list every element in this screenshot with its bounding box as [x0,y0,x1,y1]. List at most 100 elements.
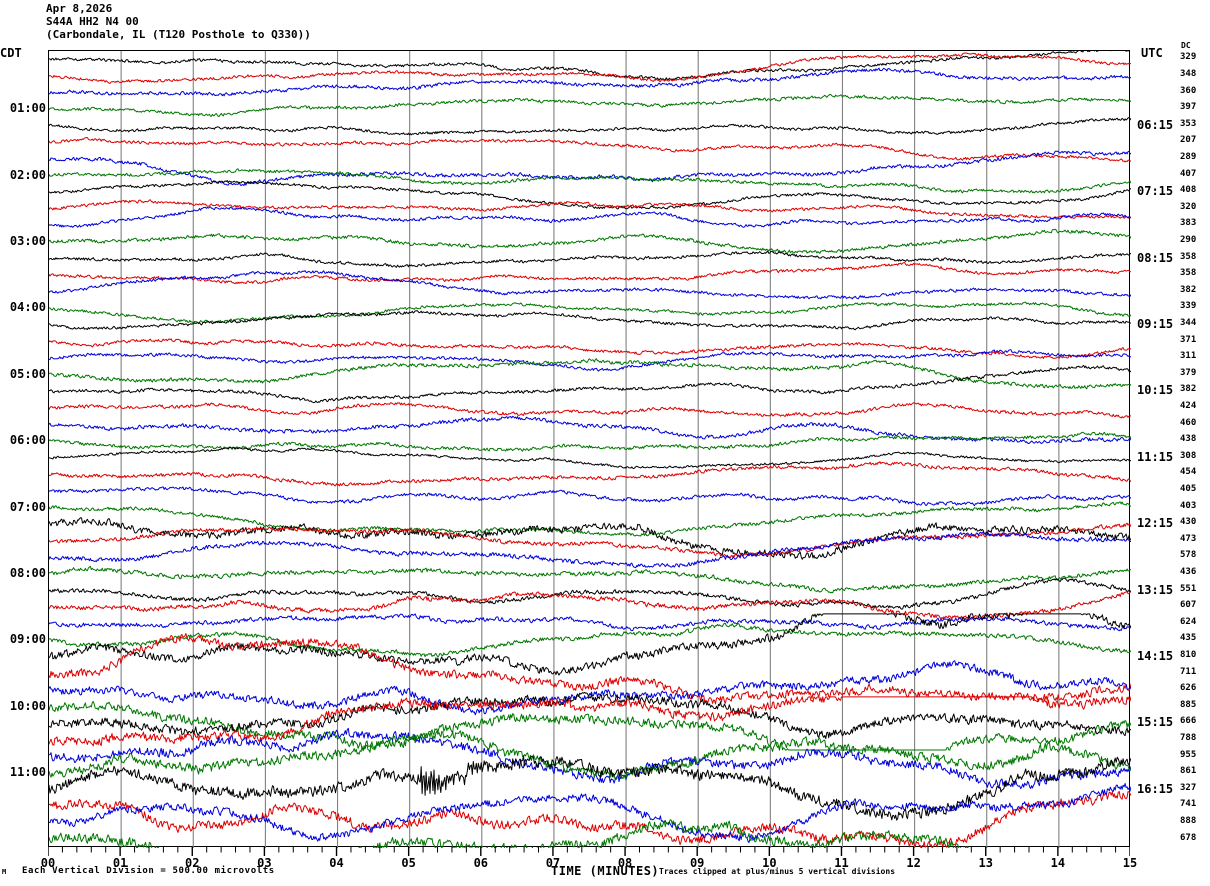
dc-value: 407 [1180,168,1197,179]
utc-hour-label: 09:15 [1137,316,1174,331]
x-axis-title: TIME (MINUTES) [551,864,660,878]
dc-value: 435 [1180,633,1197,644]
dc-value: 290 [1180,234,1197,245]
dc-value: 678 [1180,832,1197,843]
dc-value: 888 [1180,816,1197,827]
clipping-note: Traces clipped at plus/minus 5 vertical … [659,867,896,876]
dc-value: 788 [1180,733,1197,744]
dc-value: 885 [1180,699,1197,710]
dc-value: 438 [1180,434,1197,445]
dc-value: 403 [1180,500,1197,511]
dc-value: 344 [1180,317,1197,328]
cdt-hour-label: 10:00 [9,698,46,713]
x-tick-label: 14 [1050,856,1066,870]
x-tick-label: 06 [473,856,489,870]
x-tick-label: 11 [834,856,849,870]
dc-value: 289 [1180,151,1197,162]
utc-hour-label: 10:15 [1137,383,1174,398]
dc-value: 626 [1180,683,1197,694]
cdt-hour-label: 02:00 [9,167,46,182]
dc-value: 397 [1180,102,1197,113]
utc-hour-label: 13:15 [1137,582,1174,597]
scale-marker-label: M [2,868,7,876]
utc-hour-label: 06:15 [1137,117,1174,132]
dc-value: 430 [1180,517,1197,528]
utc-hour-label: 16:15 [1137,781,1174,796]
x-tick-label: 07 [545,856,561,870]
dc-column-header: DC [1181,41,1191,50]
cdt-hour-label: 07:00 [9,499,46,514]
cdt-hour-label: 06:00 [9,433,46,448]
seismogram-traces [49,51,1131,848]
x-tick-label: 02 [185,856,200,870]
x-axis-ticks [48,847,1130,856]
dc-value: 207 [1180,135,1197,146]
cdt-hour-labels: 01:00 02:00 03:00 04:00 05:00 06:00 07:00 08:00… [0,0,46,886]
x-tick-label: 00 [40,856,56,870]
dc-value: 454 [1180,467,1197,478]
utc-hour-labels: 06:15 07:15 08:15 09:15 10:15 11:15 12:15 13:15… [1137,0,1179,886]
dc-value: 741 [1180,799,1197,810]
header-station: S44A HH2 N4 00 [46,15,139,28]
x-tick-label: 05 [401,856,416,870]
header-location: (Carbondale, IL (T120 Posthole to Q330)) [46,28,311,41]
dc-value: 360 [1180,85,1197,96]
dc-value: 607 [1180,600,1197,611]
dc-value: 308 [1180,450,1197,461]
utc-hour-label: 14:15 [1137,649,1174,664]
dc-value: 339 [1180,301,1197,312]
dc-value: 382 [1180,384,1197,395]
x-tick-label: 01 [112,856,128,870]
dc-value: 327 [1180,782,1197,793]
dc-value: 666 [1180,716,1197,727]
cdt-axis-label: CDT [0,46,22,60]
dc-value: 358 [1180,251,1197,262]
dc-value: 436 [1180,567,1197,578]
x-tick-label: 15 [1122,856,1138,870]
dc-value: 405 [1180,484,1197,494]
cdt-hour-label: 04:00 [9,300,46,315]
x-tick-label: 09 [689,856,705,870]
x-tick-label: 03 [257,856,272,870]
utc-hour-label: 12:15 [1137,516,1174,531]
dc-value: 624 [1180,616,1197,627]
dc-value: 383 [1180,218,1197,229]
dc-value: 348 [1180,68,1197,79]
dc-value: 955 [1180,749,1197,760]
cdt-hour-label: 11:00 [9,765,46,780]
dc-value: 311 [1180,351,1197,362]
utc-hour-label: 07:15 [1137,184,1174,199]
x-tick-label: 10 [762,856,777,870]
seismogram-plot[interactable] [48,50,1131,848]
x-tick-label: 04 [329,856,344,870]
dc-value: 353 [1180,118,1197,129]
dc-value-column: 329 348 360 397 353 207 289 407 408 320 383 290 358 3… [1180,0,1210,886]
x-tick-label: 13 [978,856,993,870]
cdt-hour-label: 08:00 [9,566,46,581]
dc-value: 460 [1180,417,1197,428]
vertical-division-note: Each Vertical Division = 500.00 microvol… [22,866,275,876]
x-tick-label: 12 [906,856,921,870]
x-tick-label: 08 [617,856,633,870]
dc-value: 371 [1180,334,1197,345]
dc-value: 861 [1180,766,1197,777]
x-axis-tick-labels: 00 01 02 03 04 05 06 07 08 09 10 11 12 13 14 15 [0,856,1210,872]
cdt-hour-label: 01:00 [9,101,46,116]
dc-value: 578 [1180,550,1197,561]
utc-axis-label: UTC [1141,46,1163,60]
dc-value: 810 [1180,650,1197,661]
utc-hour-label: 15:15 [1137,715,1174,730]
header-date: Apr 8,2026 [46,2,113,15]
dc-value: 358 [1180,268,1197,279]
dc-value: 379 [1180,367,1197,378]
dc-value: 320 [1180,201,1197,212]
dc-value: 424 [1180,400,1197,411]
cdt-hour-label: 03:00 [9,233,46,248]
cdt-hour-label: 05:00 [9,366,46,381]
dc-value: 408 [1180,185,1197,196]
plot-header: Apr 8,2026 S44A HH2 N4 00 (Carbondale, I… [46,2,311,41]
dc-value: 711 [1180,666,1197,677]
utc-hour-label: 11:15 [1137,449,1174,464]
cdt-hour-label: 09:00 [9,632,46,647]
